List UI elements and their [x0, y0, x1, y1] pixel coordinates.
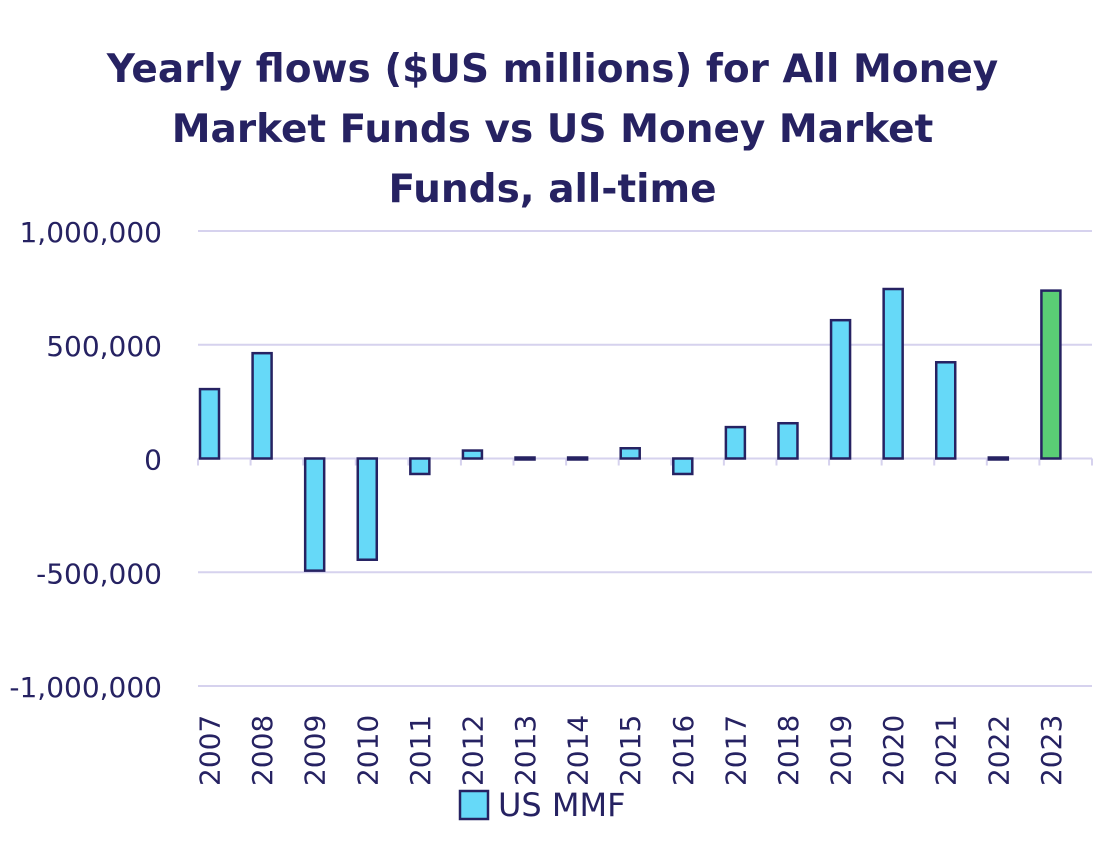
bar-2018 [777, 421, 799, 460]
bar-2015 [619, 447, 641, 460]
gridlines [197, 230, 1093, 687]
x-tick-label: 2015 [614, 715, 647, 786]
x-tick-label: 2007 [194, 715, 227, 786]
legend: US MMF [458, 786, 626, 824]
legend-label-us-mmf: US MMF [498, 786, 626, 824]
bar-2010 [356, 457, 379, 561]
x-axis-tick-labels: 2007 2008 2009 2010 2011 2012 2013 2014 2015 2016… [194, 715, 1068, 786]
bar-2016 [672, 457, 694, 476]
bar-2017 [724, 425, 747, 460]
chart-title: Yearly flows ($US millions) for All Mone… [60, 40, 1045, 220]
bar-2008 [251, 351, 273, 460]
y-tick-label: 500,000 [46, 330, 162, 363]
bar-2013 [514, 456, 536, 461]
bar-2012 [461, 449, 484, 460]
x-tick-label: 2018 [772, 715, 805, 786]
x-tick-label: 2009 [299, 715, 332, 786]
x-tick-label: 2011 [404, 715, 437, 786]
bar-2020 [882, 287, 904, 460]
chart-title-line-2: Market Funds vs US Money Market [171, 107, 934, 152]
legend-swatch-us-mmf [458, 789, 490, 821]
bars [198, 287, 1062, 572]
bar-2022 [987, 456, 1010, 461]
bar-2007 [198, 387, 221, 460]
x-tick-label: 2012 [456, 715, 489, 786]
bar-2014 [566, 456, 589, 461]
y-axis-tick-labels: 1,000,000 500,000 0 -500,000 -1,000,000 [9, 216, 162, 704]
y-tick-label: 0 [144, 444, 162, 477]
chart-title-line-1: Yearly flows ($US millions) for All Mone… [106, 47, 999, 92]
bar-2019 [829, 318, 852, 460]
x-tick-label: 2014 [562, 715, 595, 786]
y-tick-label: -1,000,000 [9, 671, 162, 704]
x-tick-label: 2013 [509, 715, 542, 786]
bar-2021 [934, 361, 957, 460]
x-tick-label: 2008 [246, 715, 279, 786]
x-tick-label: 2010 [351, 715, 384, 786]
x-tick-label: 2017 [719, 715, 752, 786]
bar-2011 [409, 457, 431, 476]
bar-2023 [1040, 289, 1062, 460]
x-tick-label: 2022 [982, 715, 1015, 786]
x-tick-label: 2021 [930, 715, 963, 786]
x-tick-label: 2019 [825, 715, 858, 786]
y-tick-label: 1,000,000 [19, 216, 162, 249]
x-tick-label: 2023 [1035, 715, 1068, 786]
y-tick-label: -500,000 [36, 557, 162, 590]
x-tick-label: 2020 [877, 715, 910, 786]
x-tick-label: 2016 [667, 715, 700, 786]
bar-2009 [303, 457, 326, 572]
chart-title-line-3: Funds, all-time [388, 167, 717, 212]
